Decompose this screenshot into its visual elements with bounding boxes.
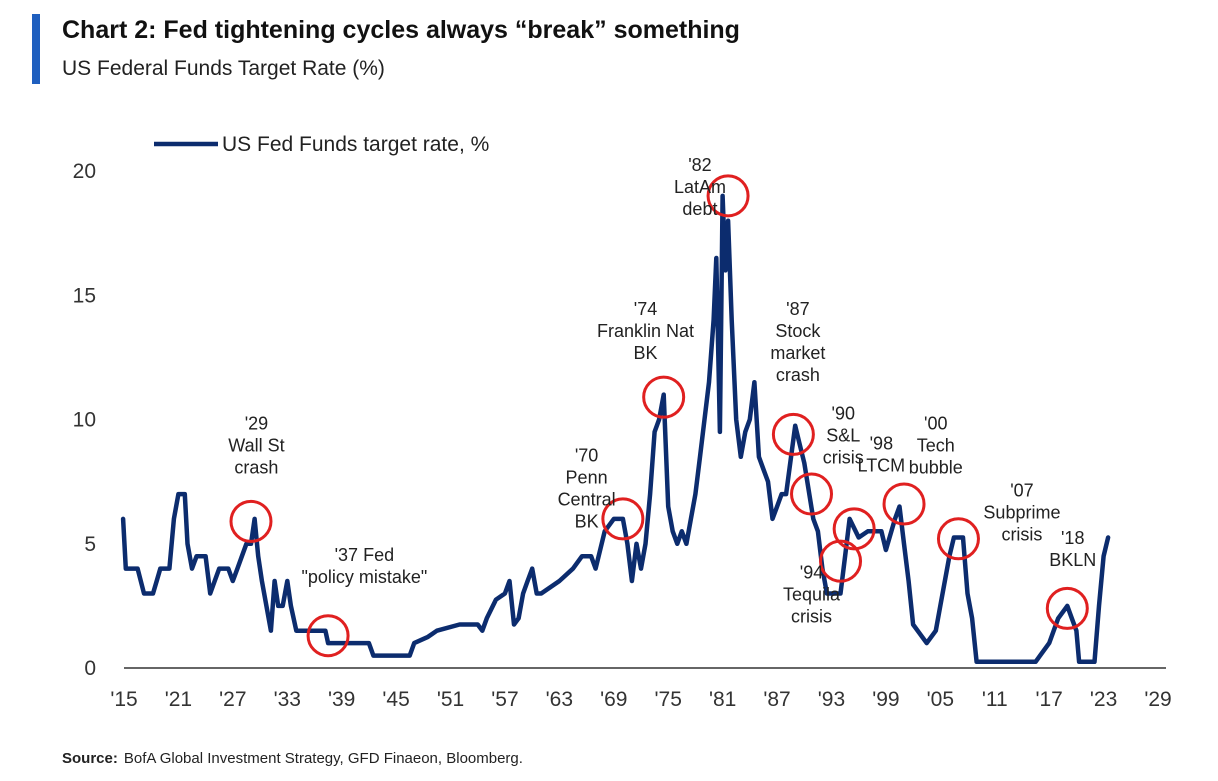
x-tick-label: '05 <box>927 688 954 710</box>
event-circle <box>642 375 686 419</box>
source-label: Source: <box>62 750 118 767</box>
x-tick-label: '39 <box>328 688 355 710</box>
x-tick-label: '87 <box>763 688 790 710</box>
event-circle <box>819 539 863 583</box>
x-tick-label: '11 <box>982 688 1008 710</box>
event-label: '29 Wall St crash <box>228 413 284 477</box>
event-label: '90 S&L crisis <box>823 404 864 468</box>
x-tick-label: '21 <box>165 688 192 710</box>
event-label: '18 BKLN <box>1049 528 1096 570</box>
x-tick-label: '51 <box>437 688 464 710</box>
x-tick-label: '57 <box>491 688 518 710</box>
event-label: '87 Stock market crash <box>770 299 825 385</box>
x-tick-label: '99 <box>872 688 899 710</box>
title-accent-bar <box>32 14 40 84</box>
line-chart: 0 5 10 15 20 '15 '21 '27 '33 '39 '45 '51 '57 '63 '69 '7… <box>73 133 1172 710</box>
y-tick-label: 15 <box>73 284 96 307</box>
x-tick-label: '23 <box>1090 688 1117 710</box>
y-tick-label: 20 <box>73 160 96 183</box>
event-circle <box>1045 586 1089 630</box>
legend-label: US Fed Funds target rate, % <box>222 133 489 156</box>
x-tick-label: '29 <box>1144 688 1171 710</box>
source-note: Source: BofA Global Investment Strategy, … <box>62 750 523 767</box>
event-label: '74 Franklin Nat BK <box>597 299 694 363</box>
event-label: '00 Tech bubble <box>909 413 963 477</box>
event-circle <box>306 614 350 658</box>
event-circle <box>771 412 815 456</box>
x-tick-label: '15 <box>110 688 137 710</box>
event-label: '82 LatAm debt <box>674 155 726 219</box>
event-circle <box>882 482 926 526</box>
chart-title: Chart 2: Fed tightening cycles always “b… <box>62 16 740 44</box>
event-circle <box>706 174 750 218</box>
x-tick-label: '17 <box>1035 688 1062 710</box>
chart-subtitle: US Federal Funds Target Rate (%) <box>62 57 385 80</box>
x-tick-label: '69 <box>600 688 627 710</box>
x-tick-label: '63 <box>546 688 573 710</box>
x-tick-label: '45 <box>382 688 409 710</box>
event-label: '07 Subprime crisis <box>983 481 1060 545</box>
y-tick-label: 5 <box>84 533 96 556</box>
event-circle <box>601 497 645 541</box>
event-label: '37 Fed "policy mistake" <box>301 545 427 587</box>
event-circle <box>790 472 834 516</box>
event-label: '70 Penn Central BK <box>558 446 616 532</box>
x-tick-label: '75 <box>655 688 682 710</box>
y-tick-label: 0 <box>84 657 96 680</box>
event-circle <box>832 507 876 551</box>
x-tick-label: '93 <box>818 688 845 710</box>
y-tick-label: 10 <box>73 409 96 432</box>
event-label: '94 Tequila crisis <box>783 563 841 627</box>
fed-funds-rate-line <box>120 193 1111 665</box>
x-tick-label: '81 <box>709 688 736 710</box>
x-tick-label: '27 <box>219 688 246 710</box>
event-circle <box>936 517 980 561</box>
event-label: '98 LTCM <box>858 433 906 475</box>
x-tick-label: '33 <box>274 688 301 710</box>
event-circle <box>229 499 273 543</box>
source-text: BofA Global Investment Strategy, GFD Fin… <box>123 750 523 767</box>
